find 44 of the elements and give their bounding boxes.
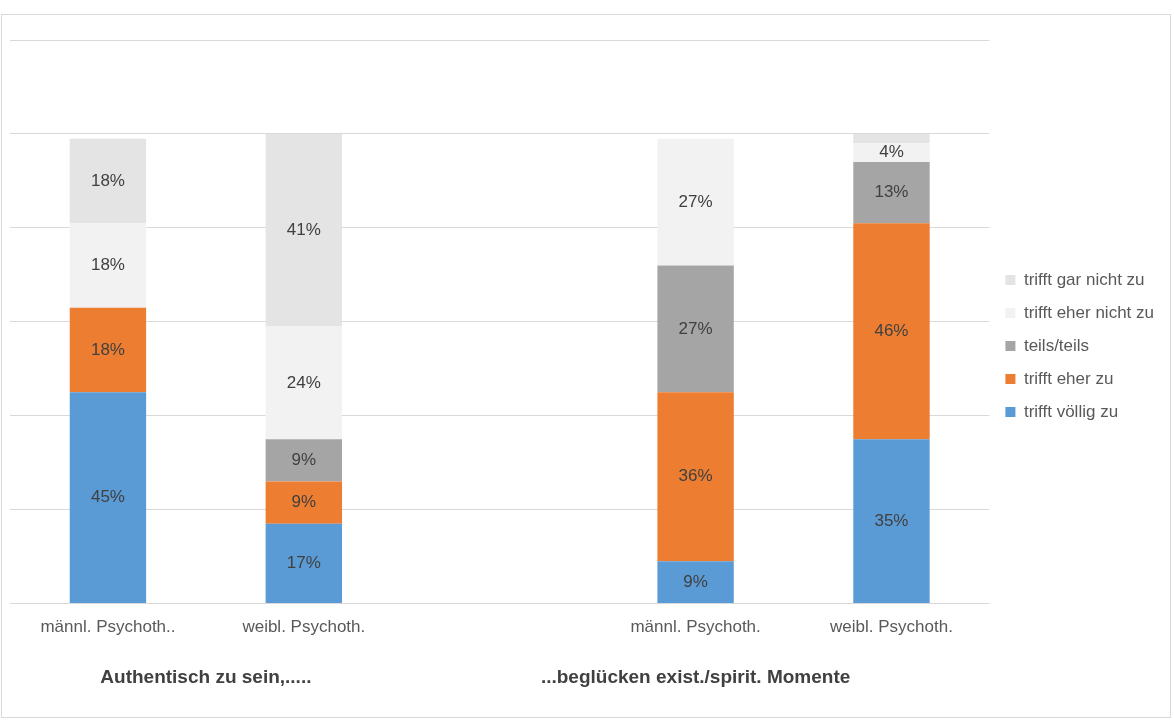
data-label: 46% — [874, 320, 909, 340]
legend-label: teils/teils — [1023, 335, 1090, 355]
legend-label: trifft gar nicht zu — [1023, 269, 1145, 289]
bar — [265, 326, 343, 440]
legend-label: trifft eher nicht zu — [1023, 302, 1155, 322]
bar — [853, 162, 930, 224]
data-label: 27% — [678, 318, 713, 338]
bar — [657, 392, 734, 562]
data-label: 18% — [90, 339, 125, 359]
bar — [657, 561, 734, 604]
data-label: 24% — [286, 372, 321, 392]
text: Authentisch zu sein,..... — [100, 665, 312, 687]
data-label: 17% — [286, 553, 321, 573]
x-tick-label: männl. Psychoth.. — [40, 617, 176, 637]
data-label: 41% — [286, 219, 321, 239]
x-tick-label: männl. Psychoth. — [630, 617, 761, 637]
data-label: 36% — [678, 466, 713, 486]
data-label: 4% — [879, 142, 904, 162]
data-label: 18% — [90, 255, 125, 275]
bar — [657, 138, 734, 266]
bar — [853, 143, 930, 163]
data-label: 9% — [291, 450, 317, 470]
bar — [69, 138, 147, 224]
legend-label: trifft eher zu — [1023, 368, 1114, 388]
bar — [69, 392, 147, 604]
data-label: 18% — [90, 170, 125, 190]
data-label: 9% — [683, 571, 708, 591]
legend-label: trifft völlig zu — [1023, 401, 1119, 421]
bar — [265, 439, 343, 482]
bar — [69, 223, 147, 308]
data-label: 9% — [291, 492, 317, 512]
bar — [265, 481, 343, 524]
x-tick-label: weibl. Psychoth. — [829, 617, 953, 637]
data-label: 35% — [874, 510, 909, 530]
bar — [853, 439, 930, 604]
data-label: 27% — [678, 191, 713, 211]
text: ...beglücken exist./spirit. Momente — [540, 665, 851, 687]
bar — [657, 265, 734, 393]
bar — [69, 307, 147, 393]
x-tick-label: weibl. Psychoth. — [241, 617, 366, 637]
bar — [853, 223, 930, 440]
bar — [265, 523, 343, 604]
data-label: 13% — [874, 182, 909, 202]
data-label: 45% — [90, 487, 125, 507]
